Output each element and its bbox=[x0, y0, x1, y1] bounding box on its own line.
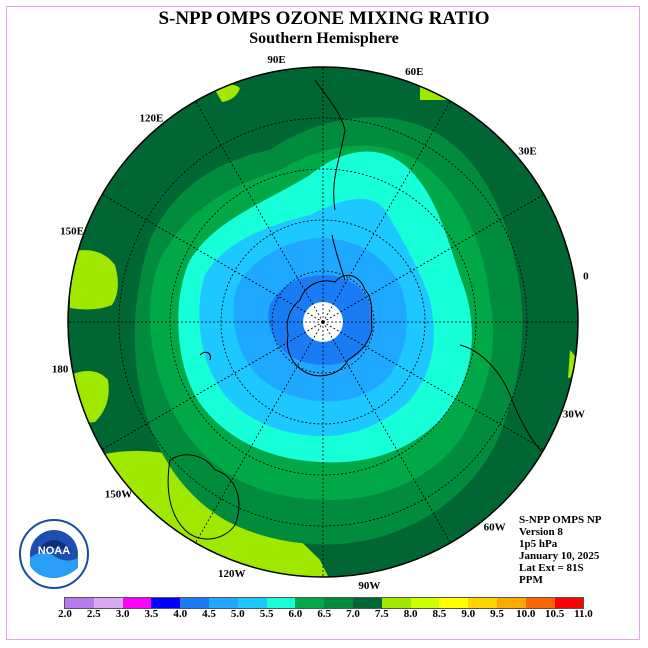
longitude-label: 30E bbox=[518, 145, 536, 157]
info-lat-ext: Lat Ext = 81S bbox=[519, 562, 584, 574]
meridian-line bbox=[322, 321, 545, 450]
colorbar-cell bbox=[381, 598, 411, 608]
colorbar-labels: 2.0 2.5 3.0 3.5 4.0 4.5 5.0 5.5 6.0 6.5 7.0 7.5 8.0 8… bbox=[0, 608, 648, 622]
colorbar-cell bbox=[151, 598, 181, 608]
colorbar-cell bbox=[266, 598, 296, 608]
info-units: PPM bbox=[519, 574, 543, 586]
colorbar-label: 9.5 bbox=[490, 608, 504, 620]
colorbar-label: 6.5 bbox=[317, 608, 332, 620]
colorbar-label: 9.0 bbox=[461, 608, 476, 620]
colorbar-label: 2.5 bbox=[86, 608, 101, 620]
colorbar-label: 10.5 bbox=[544, 608, 565, 620]
meridian-line bbox=[322, 194, 545, 323]
longitude-label: 180 bbox=[52, 363, 69, 375]
colorbar-cell bbox=[65, 598, 94, 608]
noaa-logo: NOAA bbox=[19, 519, 89, 589]
colorbar-cell bbox=[554, 598, 584, 608]
africa-coastline bbox=[459, 344, 546, 456]
colorbar-cell bbox=[122, 598, 152, 608]
longitude-label: 60W bbox=[484, 522, 506, 534]
antarctic-peninsula-coastline bbox=[331, 234, 346, 281]
longitude-label: 150E bbox=[60, 226, 84, 238]
info-date: January 10, 2025 bbox=[519, 550, 600, 562]
colorbar-label: 7.5 bbox=[374, 608, 389, 620]
colorbar-cell bbox=[496, 598, 526, 608]
page-subtitle: Southern Hemisphere bbox=[249, 30, 399, 47]
info-instrument: S-NPP OMPS NP bbox=[519, 514, 602, 526]
longitude-label: 150W bbox=[105, 489, 133, 501]
colorbar-label: 2.0 bbox=[58, 608, 72, 620]
meridian-line bbox=[195, 321, 324, 544]
info-version: Version 8 bbox=[519, 526, 563, 538]
contour-region-7.0-patch bbox=[70, 250, 118, 310]
antarctica-coastline bbox=[286, 274, 373, 377]
coastlines bbox=[167, 79, 546, 540]
colorbar-cell bbox=[439, 598, 469, 608]
colorbar-label: 5.0 bbox=[230, 608, 245, 620]
figure-frame bbox=[6, 6, 640, 640]
colorbar-cell bbox=[525, 598, 555, 608]
longitude-label: 30W bbox=[563, 408, 585, 420]
map-border bbox=[67, 66, 579, 578]
colorbar-label: 8.0 bbox=[403, 608, 418, 620]
colorbar-label: 8.5 bbox=[432, 608, 447, 620]
colorbar-cell bbox=[468, 598, 497, 608]
meridian-line bbox=[195, 100, 324, 323]
colorbar-cell bbox=[352, 598, 382, 608]
colorbar-label: 5.5 bbox=[259, 608, 274, 620]
graticule bbox=[68, 67, 578, 577]
info-panel: S-NPP OMPS NP Version 8 1p5 hPa January … bbox=[519, 514, 602, 586]
colorbar-label: 4.0 bbox=[173, 608, 188, 620]
meridian-line bbox=[101, 321, 324, 450]
noaa-logo-text: NOAA bbox=[38, 545, 70, 557]
page-title: S-NPP OMPS OZONE MIXING RATIO bbox=[158, 8, 490, 29]
meridian-line bbox=[322, 100, 451, 323]
colorbar-cell bbox=[208, 598, 238, 608]
colorbar-cell bbox=[180, 598, 209, 608]
colorbar-cell bbox=[410, 598, 440, 608]
australia-coastline bbox=[167, 454, 240, 540]
colorbar-cell bbox=[295, 598, 325, 608]
colorbar-label: 10.0 bbox=[516, 608, 536, 620]
colorbar-label: 11.0 bbox=[574, 608, 593, 620]
info-pressure: 1p5 hPa bbox=[519, 538, 558, 550]
colorbar-cell bbox=[237, 598, 267, 608]
colorbar-label: 6.0 bbox=[288, 608, 303, 620]
colorbar-cell bbox=[324, 598, 353, 608]
latitude-circle bbox=[271, 270, 375, 374]
colorbar-cell bbox=[93, 598, 123, 608]
longitude-label: 60E bbox=[405, 66, 423, 78]
colorbar bbox=[64, 597, 585, 609]
longitude-label: 120E bbox=[139, 113, 163, 125]
meridian-line bbox=[101, 194, 324, 323]
colorbar-label: 3.5 bbox=[144, 608, 159, 620]
colorbar-label: 7.0 bbox=[346, 608, 360, 620]
colorbar-label: 4.5 bbox=[202, 608, 216, 620]
longitude-label: 0 bbox=[583, 271, 589, 283]
longitude-label: 90E bbox=[267, 54, 285, 66]
colorbar-label: 3.0 bbox=[115, 608, 130, 620]
longitude-label: 120W bbox=[218, 568, 246, 580]
longitude-label: 90W bbox=[358, 580, 380, 592]
new-zealand-coastline bbox=[199, 351, 211, 361]
south-america-coastline bbox=[314, 79, 346, 211]
meridian-line bbox=[322, 321, 451, 544]
